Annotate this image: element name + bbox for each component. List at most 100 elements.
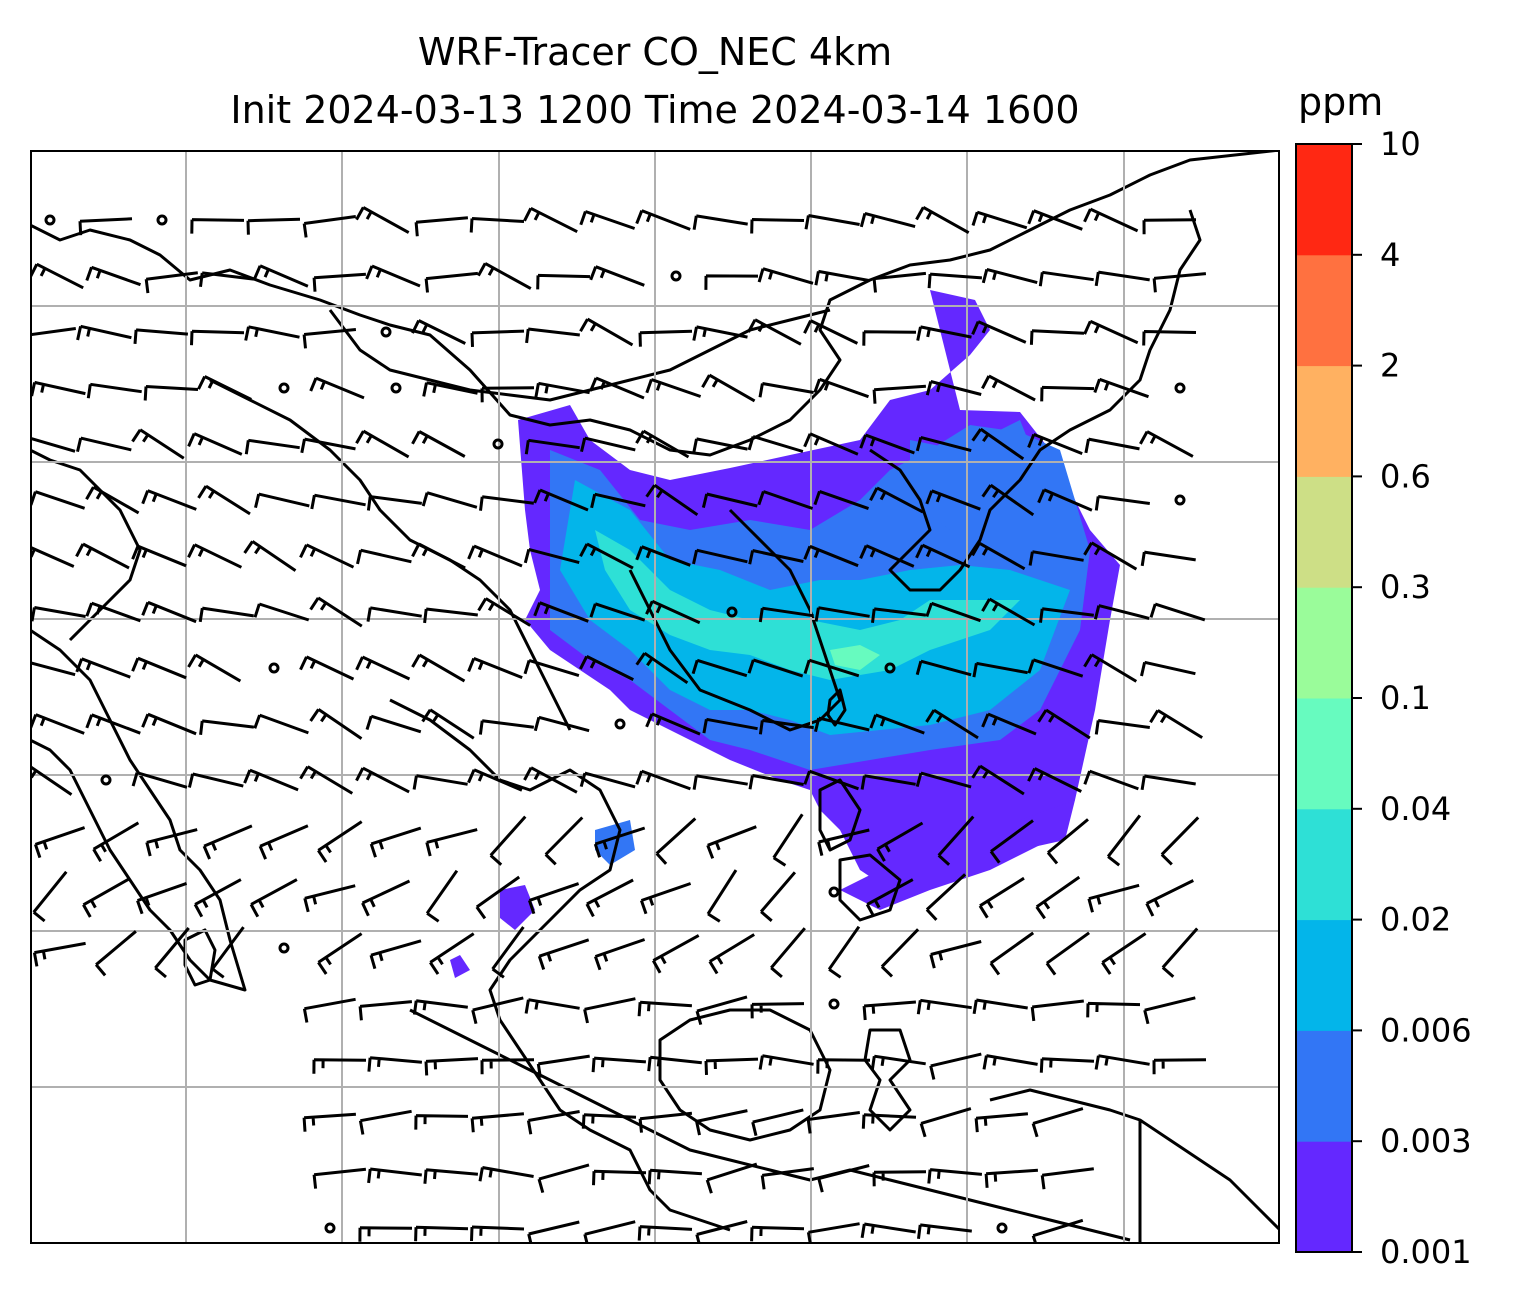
wind-barb (544, 816, 584, 866)
wind-barb (366, 606, 422, 622)
wind-barb (593, 826, 646, 858)
wind-barb (638, 1111, 693, 1133)
wind-barb (1045, 931, 1090, 976)
wind-barb (246, 217, 301, 235)
wind-barb (133, 328, 189, 345)
wind-barb (253, 602, 310, 622)
wind-barb (32, 870, 68, 923)
wind-barb (249, 878, 298, 918)
wind-barb (1027, 209, 1083, 231)
wind-barb (758, 382, 814, 398)
wind-barb (1037, 488, 1093, 512)
map-title-line-1: WRF-Tracer CO_NEC 4km (417, 30, 893, 74)
wind-barb (916, 325, 972, 341)
map-panel[interactable] (30, 150, 1280, 1244)
wind-barb (33, 826, 86, 859)
wind-barb (302, 215, 357, 238)
wind-barb (361, 879, 411, 917)
wind-barb (1083, 541, 1138, 571)
wind-barb (1106, 814, 1142, 867)
wind-barb (647, 1168, 702, 1185)
wind-barb (814, 716, 870, 733)
graticule (30, 150, 1280, 1244)
wind-barb (369, 826, 422, 858)
wind-barb (533, 488, 589, 512)
wind-barb (758, 718, 814, 735)
wind-barb (972, 661, 1028, 678)
wind-barb (197, 484, 251, 516)
wind-barb (635, 769, 691, 791)
wind-barb (489, 815, 527, 866)
wind-barb (813, 489, 869, 511)
map-frame (30, 150, 1280, 1244)
colorbar-tick-label: 0.1 (1380, 679, 1431, 717)
colorbar-tick-label: 0.001 (1380, 1233, 1472, 1271)
wind-barb (534, 381, 590, 398)
wind-barb (198, 606, 254, 623)
wind-barb (414, 1225, 469, 1242)
wind-barb (916, 998, 972, 1015)
tracer-plume (450, 290, 1120, 978)
wind-barb (869, 713, 925, 735)
wind-barb (637, 1000, 693, 1017)
wind-barb (369, 939, 422, 970)
wind-barb (859, 211, 916, 229)
colorbar-tick-label: 0.6 (1380, 457, 1431, 495)
wind-barb (692, 774, 748, 790)
wind-barb (971, 541, 1026, 571)
wind-barb (989, 819, 1034, 864)
plume-level-0.04 (830, 645, 880, 670)
wind-barb (747, 318, 802, 346)
wind-barb (355, 655, 411, 681)
colorbar-bin (1296, 476, 1352, 588)
wind-barb (527, 1220, 580, 1244)
wind-barb (309, 708, 363, 740)
wind-barb (85, 485, 140, 515)
wind-barb (469, 217, 525, 233)
wind-barb (917, 1223, 972, 1239)
wind-barb (1094, 719, 1151, 735)
wind-barb (871, 607, 926, 623)
wind-barb (704, 1057, 759, 1075)
wind-barb (199, 271, 254, 287)
wind-barb (1086, 1001, 1141, 1018)
wind-barb (803, 432, 859, 456)
wind-barb (355, 766, 410, 794)
wind-barb (748, 774, 804, 790)
wind-barb (1094, 495, 1151, 511)
wind-barb (859, 433, 915, 455)
wind-barb (524, 998, 580, 1014)
border-china-interior (209, 378, 572, 731)
wind-barb (480, 1058, 535, 1075)
wind-barb (190, 218, 245, 234)
wind-barb (424, 1057, 479, 1076)
wind-barb (861, 1113, 917, 1129)
wind-barb (748, 549, 804, 565)
wind-barb (412, 774, 468, 790)
wind-barb (355, 429, 410, 459)
border-mongolia (328, 308, 831, 402)
coastline-philippines (818, 778, 902, 922)
wind-barb (85, 265, 142, 287)
wind-barb (860, 1222, 916, 1239)
wind-barb (32, 941, 86, 967)
wind-barb (187, 653, 242, 683)
wind-barb (937, 815, 975, 866)
wind-barb (524, 438, 580, 455)
wind-barb (367, 1056, 423, 1072)
wind-barb (141, 600, 197, 624)
wind-barb (813, 377, 870, 399)
wind-barb (143, 385, 199, 401)
wind-barb (708, 933, 755, 975)
wind-barb (533, 601, 589, 623)
wind-barb (523, 658, 580, 678)
wind-barb (411, 430, 466, 458)
wind-barb (411, 542, 466, 570)
wind-barb (635, 545, 691, 567)
wind-barb (197, 375, 252, 401)
wind-barb (1139, 430, 1194, 458)
wind-barb (131, 544, 187, 568)
wind-barb (202, 824, 253, 860)
wind-barb (971, 764, 1025, 796)
wind-barb (1027, 433, 1083, 455)
